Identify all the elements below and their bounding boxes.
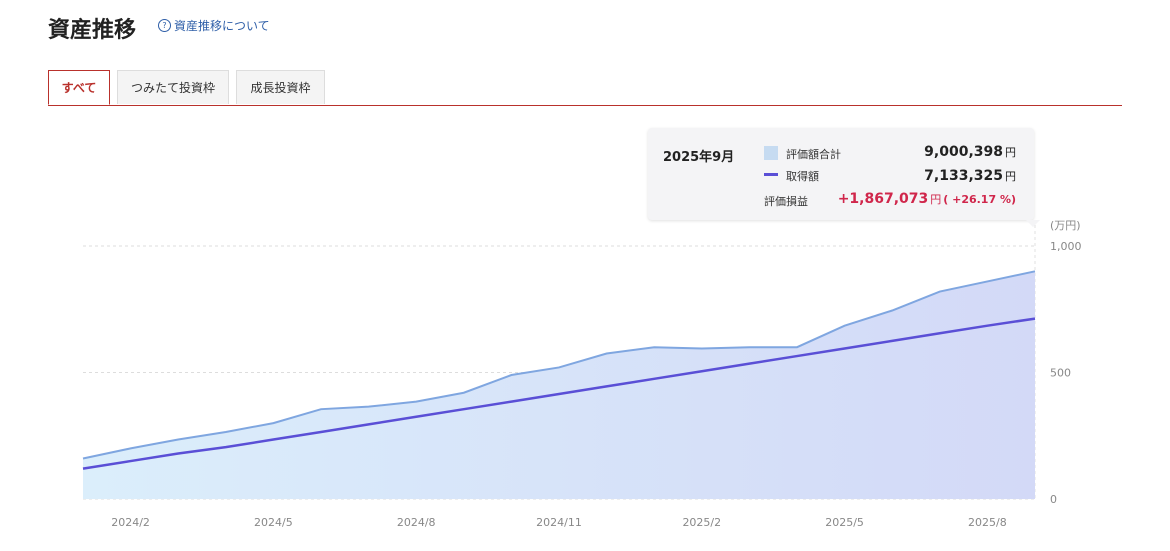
y-tick-label: 500 [1050, 367, 1071, 380]
x-tick-label: 2024/5 [254, 516, 293, 529]
tooltip-label-profit: 評価損益 [764, 195, 808, 208]
tooltip-value-cost: 7,133,325 円 [924, 168, 1016, 184]
tab-bar: すべて つみたて投資枠 成長投資枠 [48, 70, 1122, 106]
tooltip-date: 2025年9月 [663, 150, 735, 165]
cost-unit: 円 [1005, 170, 1016, 183]
tooltip-label-valuation: 評価額合計 [786, 148, 841, 161]
x-tick-label: 2025/5 [825, 516, 864, 529]
tooltip-value-valuation: 9,000,398 円 [924, 144, 1016, 160]
help-link-label: 資産推移について [174, 19, 270, 33]
y-axis-unit: (万円) [1050, 219, 1081, 232]
profit-amount: +1,867,073 [837, 191, 929, 207]
valuation-amount: 9,000,398 [924, 144, 1003, 160]
help-link[interactable]: ? 資産推移について [158, 17, 270, 34]
tooltip-label-cost: 取得額 [786, 170, 819, 183]
valuation-swatch [764, 146, 778, 160]
x-tick-label: 2024/2 [111, 516, 150, 529]
x-tick-label: 2025/8 [968, 516, 1007, 529]
tab-all[interactable]: すべて [48, 70, 110, 105]
profit-percent: ( +26.17 %) [943, 193, 1016, 206]
tab-tsumitate[interactable]: つみたて投資枠 [117, 70, 229, 104]
valuation-unit: 円 [1005, 146, 1016, 159]
data-tooltip: 2025年9月 評価額合計 9,000,398 円 取得額 7,133,325 円 … [648, 128, 1040, 227]
y-tick-label: 0 [1050, 493, 1057, 506]
valuation-line [82, 270, 1036, 460]
y-tick-label: 1,000 [1050, 240, 1082, 253]
cost-amount: 7,133,325 [924, 168, 1003, 184]
x-tick-label: 2024/11 [536, 516, 582, 529]
cost-line [82, 317, 1036, 470]
x-tick-label: 2024/8 [397, 516, 436, 529]
help-icon: ? [158, 19, 171, 32]
x-tick-label: 2025/2 [682, 516, 721, 529]
valuation-area [83, 271, 1035, 499]
profit-unit: 円 [930, 193, 942, 206]
cost-swatch [764, 173, 778, 176]
tab-growth[interactable]: 成長投資枠 [236, 70, 325, 104]
tooltip-value-profit: +1,867,073 円( +26.17 %) [838, 191, 1016, 207]
page-title: 資産推移 [48, 18, 137, 43]
